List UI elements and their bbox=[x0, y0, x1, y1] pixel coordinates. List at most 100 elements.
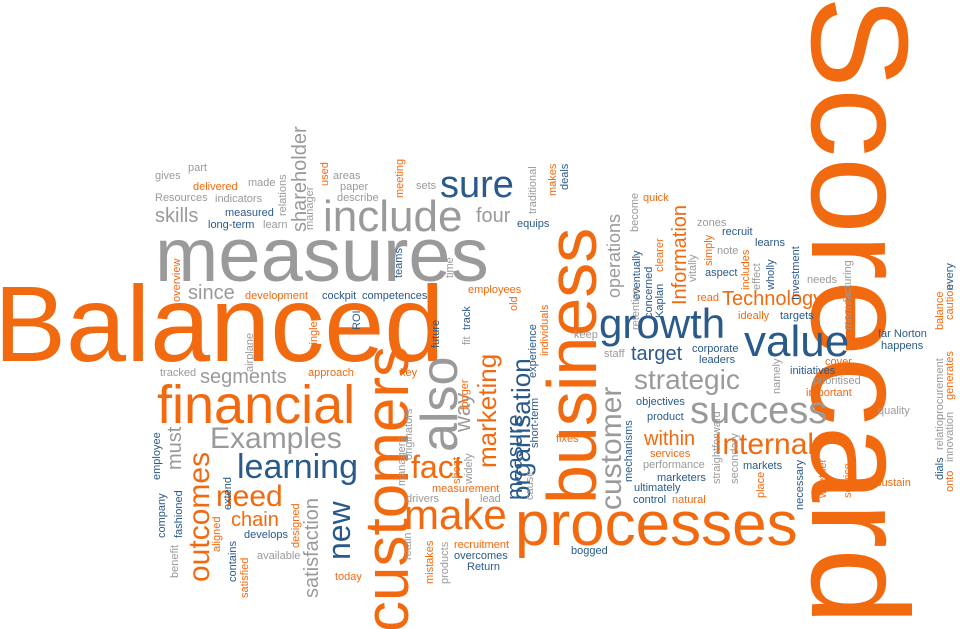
word-teams: teams bbox=[393, 248, 405, 278]
word-short-term: short-term bbox=[529, 397, 541, 448]
word-tracked: tracked bbox=[160, 367, 197, 379]
word-straightforward: straightforward bbox=[711, 411, 723, 484]
word-clearer: clearer bbox=[654, 238, 666, 272]
word-equips: equips bbox=[517, 218, 550, 230]
word-aspect: aspect bbox=[705, 267, 738, 279]
word-mechanisms: mechanisms bbox=[623, 420, 635, 482]
word-important: important bbox=[806, 387, 852, 399]
word-marketing: marketing bbox=[472, 353, 502, 468]
word-innovation: innovation bbox=[944, 411, 956, 462]
word-makes: makes bbox=[547, 163, 559, 196]
word-cockpit: cockpit bbox=[322, 290, 357, 302]
word-need: need bbox=[216, 480, 283, 513]
word-make: make bbox=[404, 491, 507, 538]
word-far-norton: far Norton bbox=[878, 328, 927, 340]
word-old: old bbox=[508, 296, 520, 311]
word-retain: retain bbox=[402, 532, 414, 560]
word-fixes: fixes bbox=[556, 433, 579, 445]
word-deals: deals bbox=[559, 163, 571, 190]
word-track: track bbox=[461, 306, 473, 330]
word-include: include bbox=[323, 192, 463, 241]
word-chain: chain bbox=[231, 509, 279, 531]
word-lead: lead bbox=[480, 493, 501, 505]
word-manager: manager bbox=[304, 186, 316, 230]
word-happens: happens bbox=[881, 340, 924, 352]
word-new: new bbox=[321, 501, 357, 560]
word-develops: develops bbox=[244, 529, 289, 541]
word-learns: learns bbox=[755, 237, 785, 249]
word-extend: extend bbox=[222, 476, 234, 510]
word-gives: gives bbox=[155, 170, 181, 182]
word-customers: customers bbox=[353, 346, 422, 629]
word-originators: originators bbox=[403, 408, 415, 460]
word-four: four bbox=[476, 205, 511, 227]
word-quality: quality bbox=[878, 405, 910, 417]
word-place: place bbox=[755, 471, 767, 498]
word-used: used bbox=[319, 162, 331, 186]
word-marketers: marketers bbox=[657, 472, 706, 484]
word-vitally: vitally bbox=[687, 254, 699, 282]
word-fit: fit bbox=[461, 336, 473, 345]
word-traditional: traditional bbox=[527, 166, 539, 214]
word-widely: widely bbox=[463, 453, 475, 484]
word-since: since bbox=[188, 282, 235, 304]
word-quick: quick bbox=[643, 192, 669, 204]
word-markets: markets bbox=[743, 460, 783, 472]
word-individuals: individuals bbox=[539, 304, 551, 356]
word-growth: growth bbox=[599, 300, 726, 347]
word-control: control bbox=[633, 494, 667, 506]
word-manufacturing: manufacturing bbox=[842, 260, 854, 330]
word-satisfied: satisfied bbox=[239, 557, 251, 598]
word-learn: learn bbox=[263, 219, 288, 231]
word-staff: staff bbox=[604, 348, 625, 360]
word-company: company bbox=[156, 493, 168, 538]
word-note: note bbox=[717, 245, 739, 257]
word-paper: paper bbox=[340, 181, 369, 193]
word-mistakes: mistakes bbox=[424, 540, 436, 584]
word-areas: areas bbox=[333, 170, 361, 182]
word-fashioned: fashioned bbox=[173, 490, 185, 538]
word-future: future bbox=[430, 319, 442, 348]
word-services: services bbox=[650, 448, 691, 460]
word-today: today bbox=[335, 571, 362, 583]
word-meeting: meeting bbox=[394, 158, 406, 198]
word-products: products bbox=[439, 541, 451, 584]
word-balanced: Balanced bbox=[0, 263, 445, 384]
word-roi: ROI bbox=[351, 310, 363, 330]
word-part: part bbox=[188, 162, 207, 174]
word-indicators: indicators bbox=[215, 193, 263, 205]
word-corporate: corporate bbox=[692, 343, 739, 355]
word-generates: generates bbox=[944, 351, 956, 400]
word-namely: namely bbox=[771, 358, 783, 394]
word-financial: financial bbox=[157, 375, 356, 435]
word-sure: sure bbox=[440, 164, 514, 206]
word-designed: designed bbox=[290, 503, 302, 548]
word-relations: relations bbox=[277, 174, 289, 216]
word-benefit: benefit bbox=[169, 544, 181, 578]
word-longer: longer bbox=[459, 379, 471, 410]
word-simply: simply bbox=[703, 234, 715, 266]
word-segments: segments bbox=[200, 366, 287, 388]
word-targets: targets bbox=[780, 310, 814, 322]
word-strategic: strategic bbox=[634, 364, 740, 395]
word-competences: competences bbox=[362, 290, 428, 302]
word-available: available bbox=[257, 550, 301, 562]
word-ideally: ideally bbox=[738, 310, 770, 322]
word-prioritised: prioritised bbox=[813, 375, 861, 387]
word-bogged: bogged bbox=[571, 545, 608, 557]
word-performance: performance bbox=[643, 459, 705, 471]
word-secondary: secondary bbox=[729, 433, 741, 484]
word-cover: cover bbox=[825, 356, 852, 368]
word-investment: Investment bbox=[790, 246, 802, 300]
word-employees: employees bbox=[468, 284, 522, 296]
word-long-term: long-term bbox=[208, 219, 255, 231]
word-read: read bbox=[697, 292, 720, 304]
word-drivers: drivers bbox=[406, 493, 440, 505]
word-made: made bbox=[248, 177, 276, 189]
word-single: single bbox=[308, 321, 320, 350]
word-needs: needs bbox=[807, 274, 837, 286]
word-return: Return bbox=[467, 561, 501, 573]
word-experience: experience bbox=[527, 324, 539, 378]
word-natural: natural bbox=[672, 494, 706, 506]
word-necessary: necessary bbox=[794, 459, 806, 510]
